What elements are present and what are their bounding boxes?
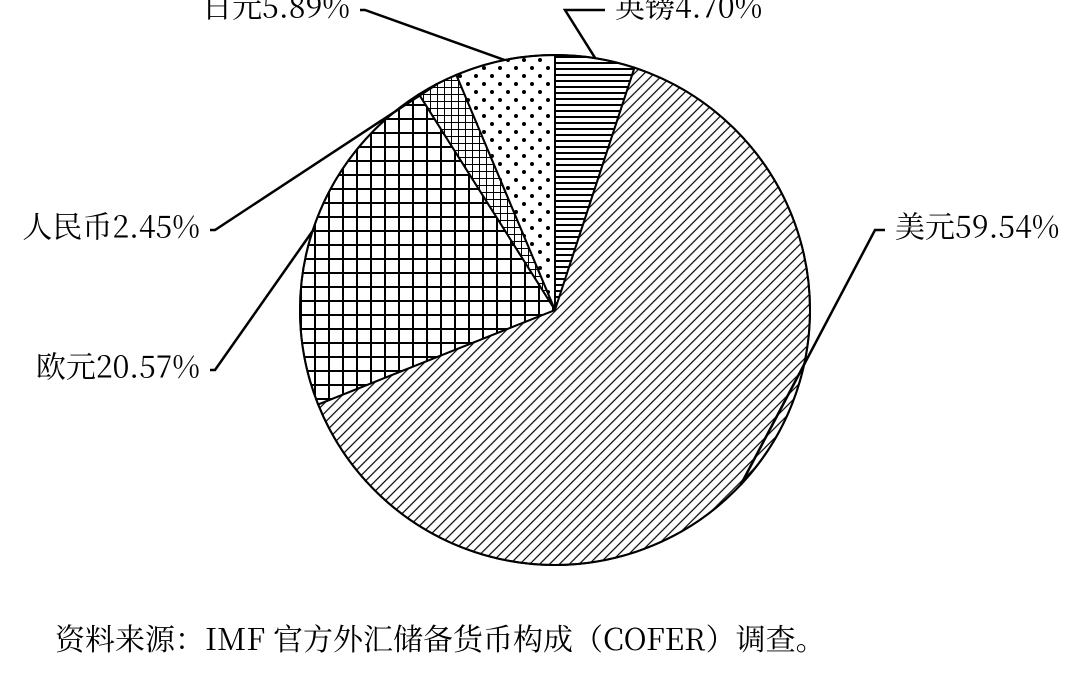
slice-label: 英镑4.70%	[615, 0, 762, 27]
leader-line	[360, 10, 505, 60]
leader-line	[565, 10, 605, 58]
slice-label: 日元5.89%	[202, 0, 350, 27]
slice-label: 人民币2.45%	[22, 203, 200, 247]
leader-line	[210, 231, 313, 370]
slice-label: 美元59.54%	[895, 203, 1060, 247]
slice-label: 欧元20.57%	[36, 343, 200, 387]
source-note: 资料来源：IMF 官方外汇储备货币构成（COFER）调查。	[55, 615, 826, 659]
pie-chart: 英镑4.70% 美元59.54% 欧元20.57% 人民币2.45% 日元5.89%	[0, 0, 1080, 673]
